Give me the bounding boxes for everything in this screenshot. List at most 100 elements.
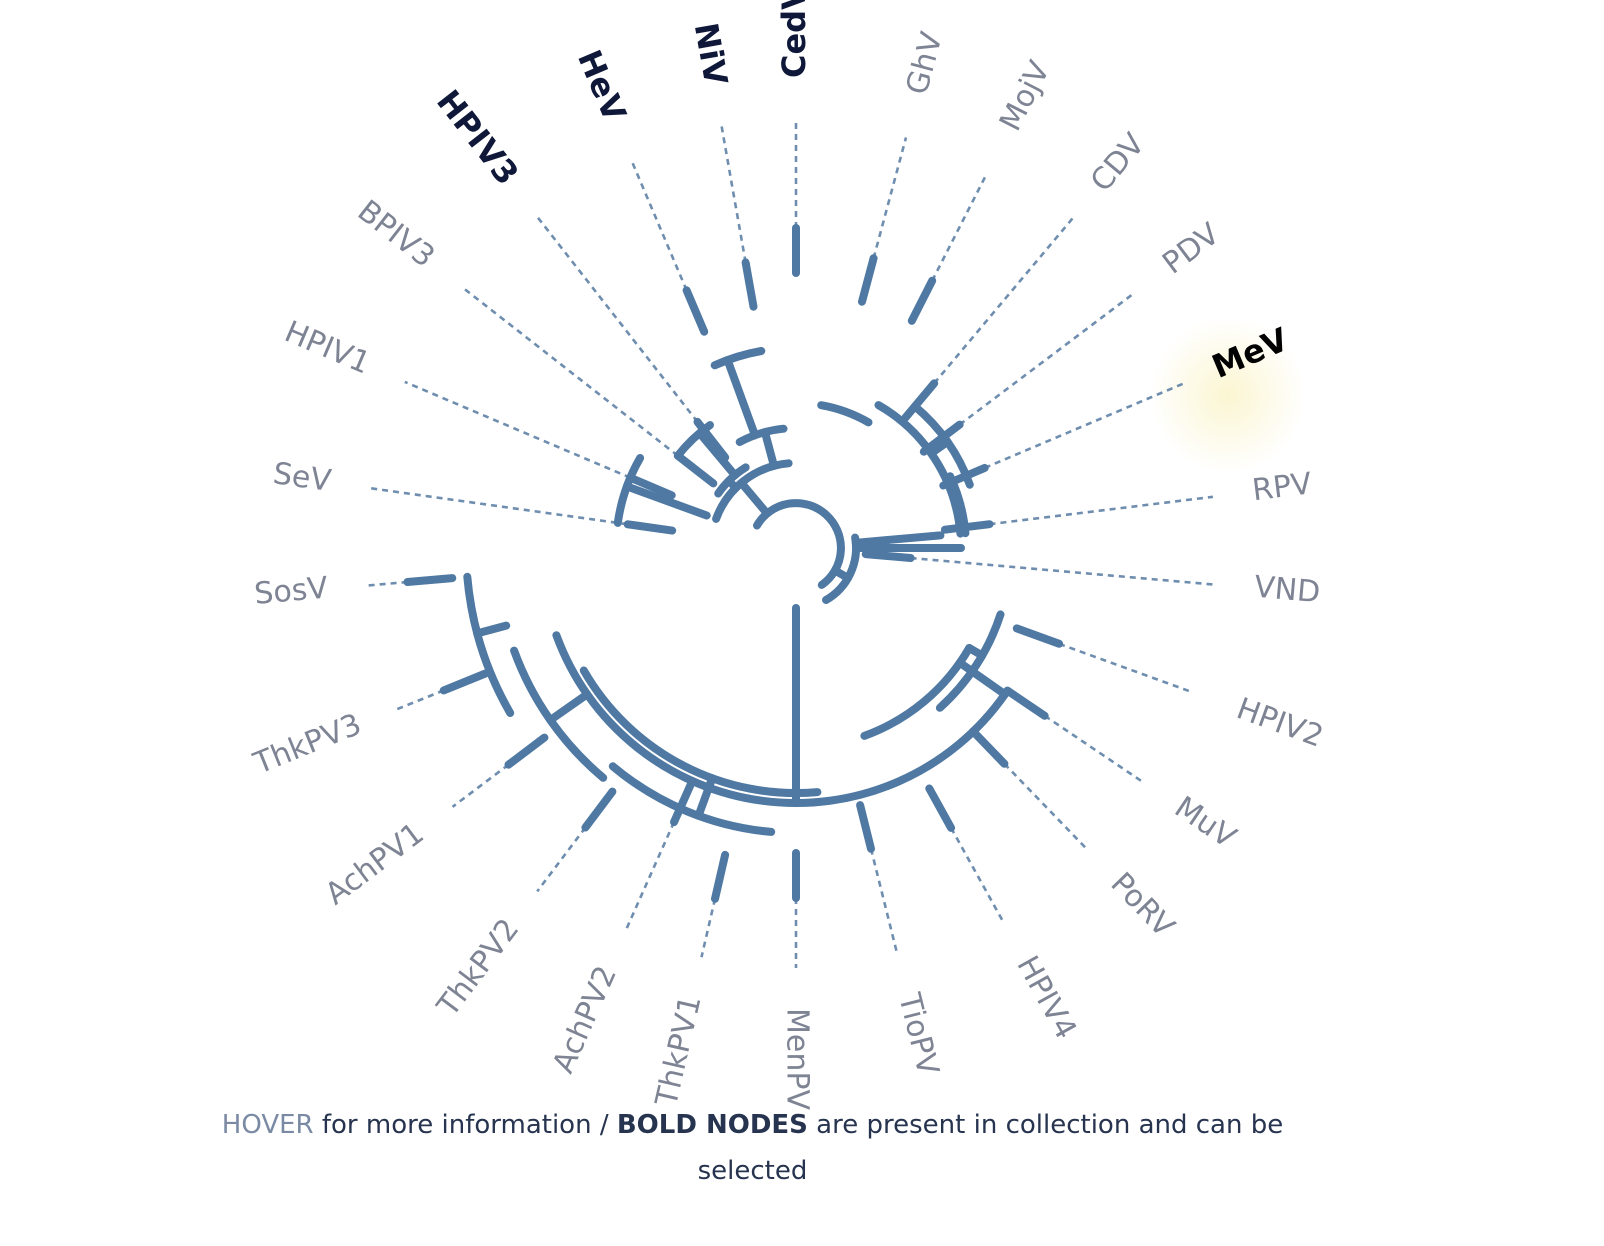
leader-line xyxy=(404,380,631,479)
branch-terminal xyxy=(856,801,875,853)
branch-stem xyxy=(965,644,987,660)
branch-terminal xyxy=(741,258,758,311)
selection-glow xyxy=(1150,317,1306,473)
tip-label-ghv[interactable]: GhV xyxy=(900,28,950,98)
branch-stem xyxy=(695,429,739,480)
hover-keyword: HOVER xyxy=(221,1110,314,1140)
branch-terminal xyxy=(969,727,1009,768)
tip-label-hev[interactable]: HeV xyxy=(570,44,634,126)
leader-line xyxy=(624,821,676,933)
branch-terminal xyxy=(925,784,956,832)
branch-arc xyxy=(735,424,788,446)
tip-label-sosv[interactable]: SosV xyxy=(253,571,330,612)
branch-terminal xyxy=(670,777,697,827)
branch-stem xyxy=(955,658,1009,699)
branch-stem xyxy=(622,482,711,520)
leader-line xyxy=(869,848,899,956)
leader-line xyxy=(984,382,1184,470)
branch-arc xyxy=(874,401,965,538)
leader-line xyxy=(536,826,587,893)
leader-line xyxy=(872,137,908,259)
branch-stem xyxy=(760,428,778,470)
branch-terminal xyxy=(403,574,457,586)
branch-arc xyxy=(710,347,766,370)
leader-line xyxy=(396,689,445,711)
tip-label-menpv[interactable]: MenPV xyxy=(780,1008,815,1110)
branch-stem xyxy=(724,476,740,492)
leader-line xyxy=(367,580,408,587)
tip-label-thkpv2[interactable]: ThkPV2 xyxy=(430,912,526,1024)
instructions-text-2: are present in collection and can be sel… xyxy=(697,1110,1284,1186)
branch-stem xyxy=(473,621,511,638)
branch-arc xyxy=(552,631,1009,807)
branch-arc xyxy=(935,610,1005,712)
tip-label-hpiv3[interactable]: HPIV3 xyxy=(429,83,526,192)
branch-terminal xyxy=(439,669,490,695)
tip-label-mojv[interactable]: MojV xyxy=(993,55,1058,136)
branch-terminal xyxy=(711,850,730,903)
leader-line xyxy=(1003,762,1089,852)
branch-arc xyxy=(817,401,873,427)
tip-label-tiopv[interactable]: TioPV xyxy=(891,989,945,1079)
branch-stem xyxy=(737,478,772,518)
branch-terminal xyxy=(1012,624,1064,648)
leader-line xyxy=(536,216,699,423)
leader-line xyxy=(370,486,628,526)
instructions: HOVER for more information / BOLD NODES … xyxy=(210,1102,1295,1194)
branch-terminal xyxy=(940,520,994,534)
tip-label-bpiv3[interactable]: BPIV3 xyxy=(351,193,441,274)
tip-label-hpiv2[interactable]: HPIV2 xyxy=(1232,691,1328,754)
leader-line xyxy=(933,217,1074,385)
instructions-text-1: for more information / xyxy=(313,1110,617,1140)
branch-terminal xyxy=(907,276,937,325)
branch-arc xyxy=(463,572,515,717)
leader-line xyxy=(1058,642,1192,693)
tip-label-hpiv4[interactable]: HPIV4 xyxy=(1009,950,1083,1045)
tip-label-vnd[interactable]: VND xyxy=(1253,570,1322,611)
leader-line xyxy=(949,827,1006,925)
branch-stem xyxy=(546,690,592,725)
branch-terminal xyxy=(693,417,730,462)
tip-label-cedv[interactable]: CedV xyxy=(775,0,813,78)
tip-label-pdv[interactable]: PDV xyxy=(1156,216,1226,281)
tip-label-achpv1[interactable]: AchPV1 xyxy=(319,816,430,912)
branch-terminal xyxy=(623,520,677,535)
leader-line xyxy=(931,173,988,282)
tip-labels: CedV GhV MojVCDVPDVMeVRPVVNDHPIV2MuVPoRVHP… xyxy=(248,0,1328,1110)
leader-line xyxy=(464,288,679,457)
branch-terminal xyxy=(581,787,617,832)
branch-terminal xyxy=(626,473,676,500)
branch-terminal xyxy=(861,550,915,562)
tip-label-thkpv1[interactable]: ThkPV1 xyxy=(649,992,709,1110)
branch-terminal xyxy=(919,420,964,456)
branch-terminal xyxy=(858,254,878,306)
branch-stem xyxy=(851,531,945,547)
leader-line xyxy=(700,898,717,958)
branches xyxy=(403,224,1064,903)
tip-label-thkpv3[interactable]: ThkPV3 xyxy=(248,707,366,782)
tip-label-achpv2[interactable]: AchPV2 xyxy=(546,961,624,1079)
branch-terminal xyxy=(1003,686,1049,720)
leader-line xyxy=(1043,714,1145,784)
branch-arc xyxy=(608,762,776,836)
branch-stem xyxy=(723,356,759,440)
branch-stem xyxy=(951,500,965,510)
tip-label-cdv[interactable]: CDV xyxy=(1084,127,1152,199)
tip-label-muv[interactable]: MuV xyxy=(1168,790,1242,856)
branch-terminal xyxy=(504,733,549,769)
tip-label-niv[interactable]: NiV xyxy=(687,20,735,88)
branch-terminal xyxy=(901,379,939,422)
bold-nodes-keyword: BOLD NODES xyxy=(616,1110,808,1140)
branch-terminal xyxy=(939,463,989,490)
branch-stem xyxy=(927,437,952,458)
tip-label-rpv[interactable]: RPV xyxy=(1250,466,1314,508)
branch-stem xyxy=(694,774,717,820)
tip-label-hpiv1[interactable]: HPIV1 xyxy=(280,314,376,381)
branch-arc xyxy=(579,666,822,798)
leader-line xyxy=(451,763,510,808)
branch-terminal xyxy=(682,286,709,336)
tip-label-sev[interactable]: SeV xyxy=(271,456,334,499)
branch-terminal xyxy=(673,451,718,488)
tip-label-porv[interactable]: PoRV xyxy=(1104,866,1182,945)
